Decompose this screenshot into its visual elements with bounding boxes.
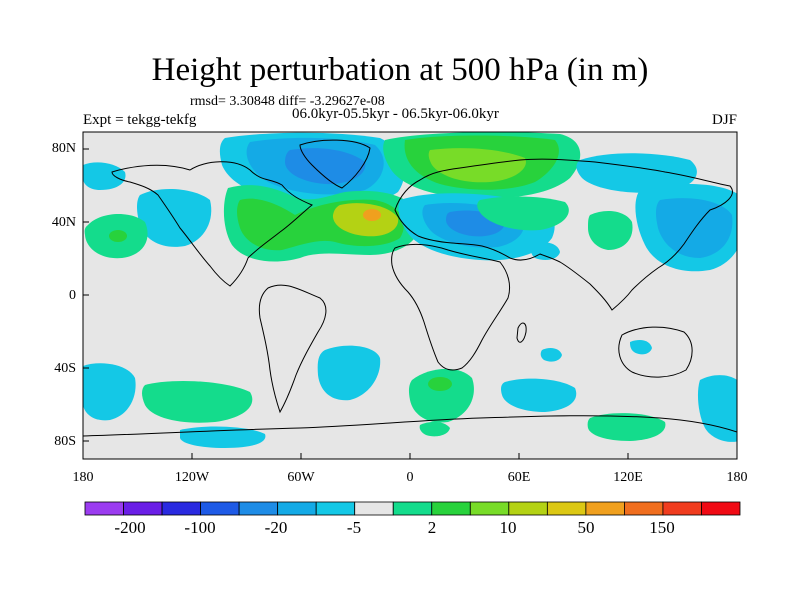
anomaly-peak (428, 377, 452, 391)
lat-tick-label: 40S (54, 361, 76, 376)
anomaly-peak (363, 209, 381, 221)
colorbar (84, 501, 741, 516)
anomaly-region-green (588, 210, 633, 250)
lat-tick-label: 80N (51, 141, 76, 156)
lon-tick-label: 60W (287, 470, 315, 485)
colorbar-label: 2 (427, 518, 437, 537)
anomaly-region-green (477, 196, 569, 231)
colorbar-box (585, 501, 625, 516)
season-label: DJF (712, 112, 738, 128)
coastline-antarctica (83, 415, 737, 437)
anomaly-region-green (419, 421, 450, 437)
lon-tick-label: 120E (613, 470, 643, 485)
lon-tick-label: 120W (174, 470, 210, 485)
anomaly-region-blue (501, 378, 577, 412)
period-subtitle: 06.0kyr-05.5kyr - 06.5kyr-06.0kyr (292, 106, 499, 122)
lon-tick-label: 180 (72, 470, 94, 485)
coastlines (83, 139, 737, 437)
colorbar-box (431, 501, 471, 516)
experiment-label: Expt = tekgg-tekfg (83, 112, 197, 128)
anomaly-region-green (142, 380, 253, 423)
colorbar-box (701, 501, 741, 516)
coastline-europe-asia (394, 158, 733, 311)
lon-tick-label: 0 (406, 470, 414, 485)
colorbar-label: 10 (499, 518, 517, 537)
colorbar-box (662, 501, 702, 516)
colorbar-box (238, 501, 279, 516)
lat-tick-label: 80S (54, 434, 76, 449)
coastline-australia (618, 326, 693, 378)
colorbar-box (123, 501, 163, 516)
anomaly-region-blue (83, 363, 136, 421)
colorbar-box (469, 501, 510, 516)
colorbar-box (200, 501, 240, 516)
colorbar-box (354, 501, 394, 516)
lon-tick-label: 180 (726, 470, 748, 485)
colorbar-box (161, 501, 201, 516)
colorbar-box (392, 501, 433, 516)
colorbar-box (315, 501, 356, 516)
anomaly-region-blue (655, 198, 733, 258)
colorbar-label: -200 (114, 518, 146, 537)
colorbar-box (84, 501, 124, 516)
anomaly-region-blue (317, 345, 381, 401)
coastline-madagascar (516, 322, 527, 343)
lat-tick-label: 40N (51, 215, 76, 230)
anomaly-region-green (408, 368, 474, 423)
colorbar-box (546, 501, 587, 516)
coastline-north-america (111, 161, 313, 287)
lat-tick-label: 0 (69, 288, 76, 303)
anomaly-region-blue (697, 375, 737, 442)
map-field (83, 132, 737, 459)
colorbar-label: -5 (346, 518, 362, 537)
colorbar-box (277, 501, 317, 516)
coastline-africa (391, 243, 511, 371)
lon-tick-label: 60E (507, 470, 531, 485)
lon-ticks (191, 453, 629, 459)
colorbar-box (624, 501, 664, 516)
colorbar-label: -100 (184, 518, 216, 537)
anomaly-region-blue (83, 162, 126, 190)
lat-ticks (83, 148, 89, 442)
anomaly-peak (109, 230, 127, 242)
anomaly-region-yellow (332, 203, 399, 237)
colorbar-label: 150 (649, 518, 675, 537)
map-title: Height perturbation at 500 hPa (in m) (151, 52, 649, 88)
colorbar-label: 50 (577, 518, 595, 537)
anomaly-region-blue (630, 340, 652, 355)
colorbar-label: -20 (264, 518, 288, 537)
colorbar-box (508, 501, 548, 516)
anomaly-region-blue (540, 347, 562, 362)
coastline-greenland (299, 139, 371, 189)
coastline-south-america (258, 284, 327, 414)
anomaly-region-green (587, 413, 666, 441)
stats-subtitle: rmsd= 3.30848 diff= -3.29627e-08 (190, 94, 385, 109)
